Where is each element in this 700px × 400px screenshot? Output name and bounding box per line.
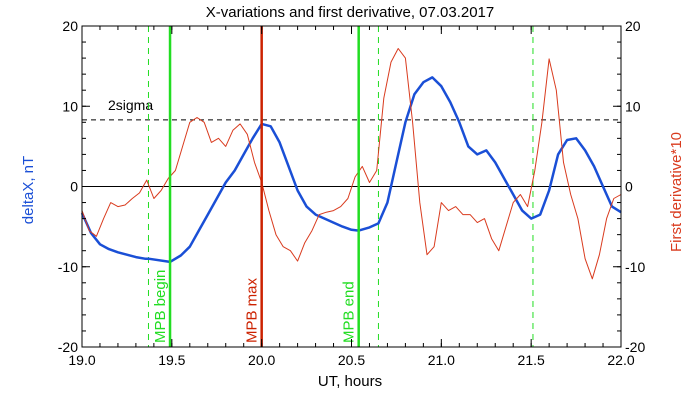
plot-area: 2sigma MPB begin MPB max MPB end 19.0 19.5 20.… xyxy=(58,18,646,368)
y-tick-label-left-2: 0 xyxy=(70,179,78,195)
y-tick-label-left-3: -10 xyxy=(58,259,78,275)
y-tick-label-right-4: -20 xyxy=(625,339,645,355)
y-tick-label-left-4: -20 xyxy=(58,339,78,355)
threshold-label: 2sigma xyxy=(108,97,153,113)
y-tick-label-right-2: 0 xyxy=(625,179,633,195)
x-tick-label-0: 19.0 xyxy=(68,352,95,368)
x-tick-label-6: 22.0 xyxy=(607,352,634,368)
x-tick-label-1: 19.5 xyxy=(158,352,185,368)
x-tick-label-4: 21.0 xyxy=(428,352,455,368)
marker-label-1: MPB max xyxy=(244,277,261,343)
x-tick-label-5: 21.5 xyxy=(518,352,545,368)
y-tick-label-left-0: 20 xyxy=(62,18,78,34)
marker-label-2: MPB end xyxy=(341,281,358,343)
x-axis-label: UT, hours xyxy=(318,373,382,390)
y-tick-label-left-1: 10 xyxy=(62,98,78,114)
y-axis-label-right: First derivative*10 xyxy=(668,132,685,252)
y-axis-label-left: deltaX, nT xyxy=(20,156,37,224)
marker-label-0: MPB begin xyxy=(152,270,169,343)
series-derivative xyxy=(81,48,622,280)
x-tick-label-2: 20.0 xyxy=(248,352,275,368)
y-tick-label-right-3: -10 xyxy=(625,259,645,275)
y-tick-label-right-0: 20 xyxy=(625,18,641,34)
y-tick-label-right-1: 10 xyxy=(625,98,641,114)
chart-title: X-variations and first derivative, 07.03… xyxy=(206,4,495,21)
x-tick-label-3: 20.5 xyxy=(338,352,365,368)
series-deltaX xyxy=(80,76,622,264)
